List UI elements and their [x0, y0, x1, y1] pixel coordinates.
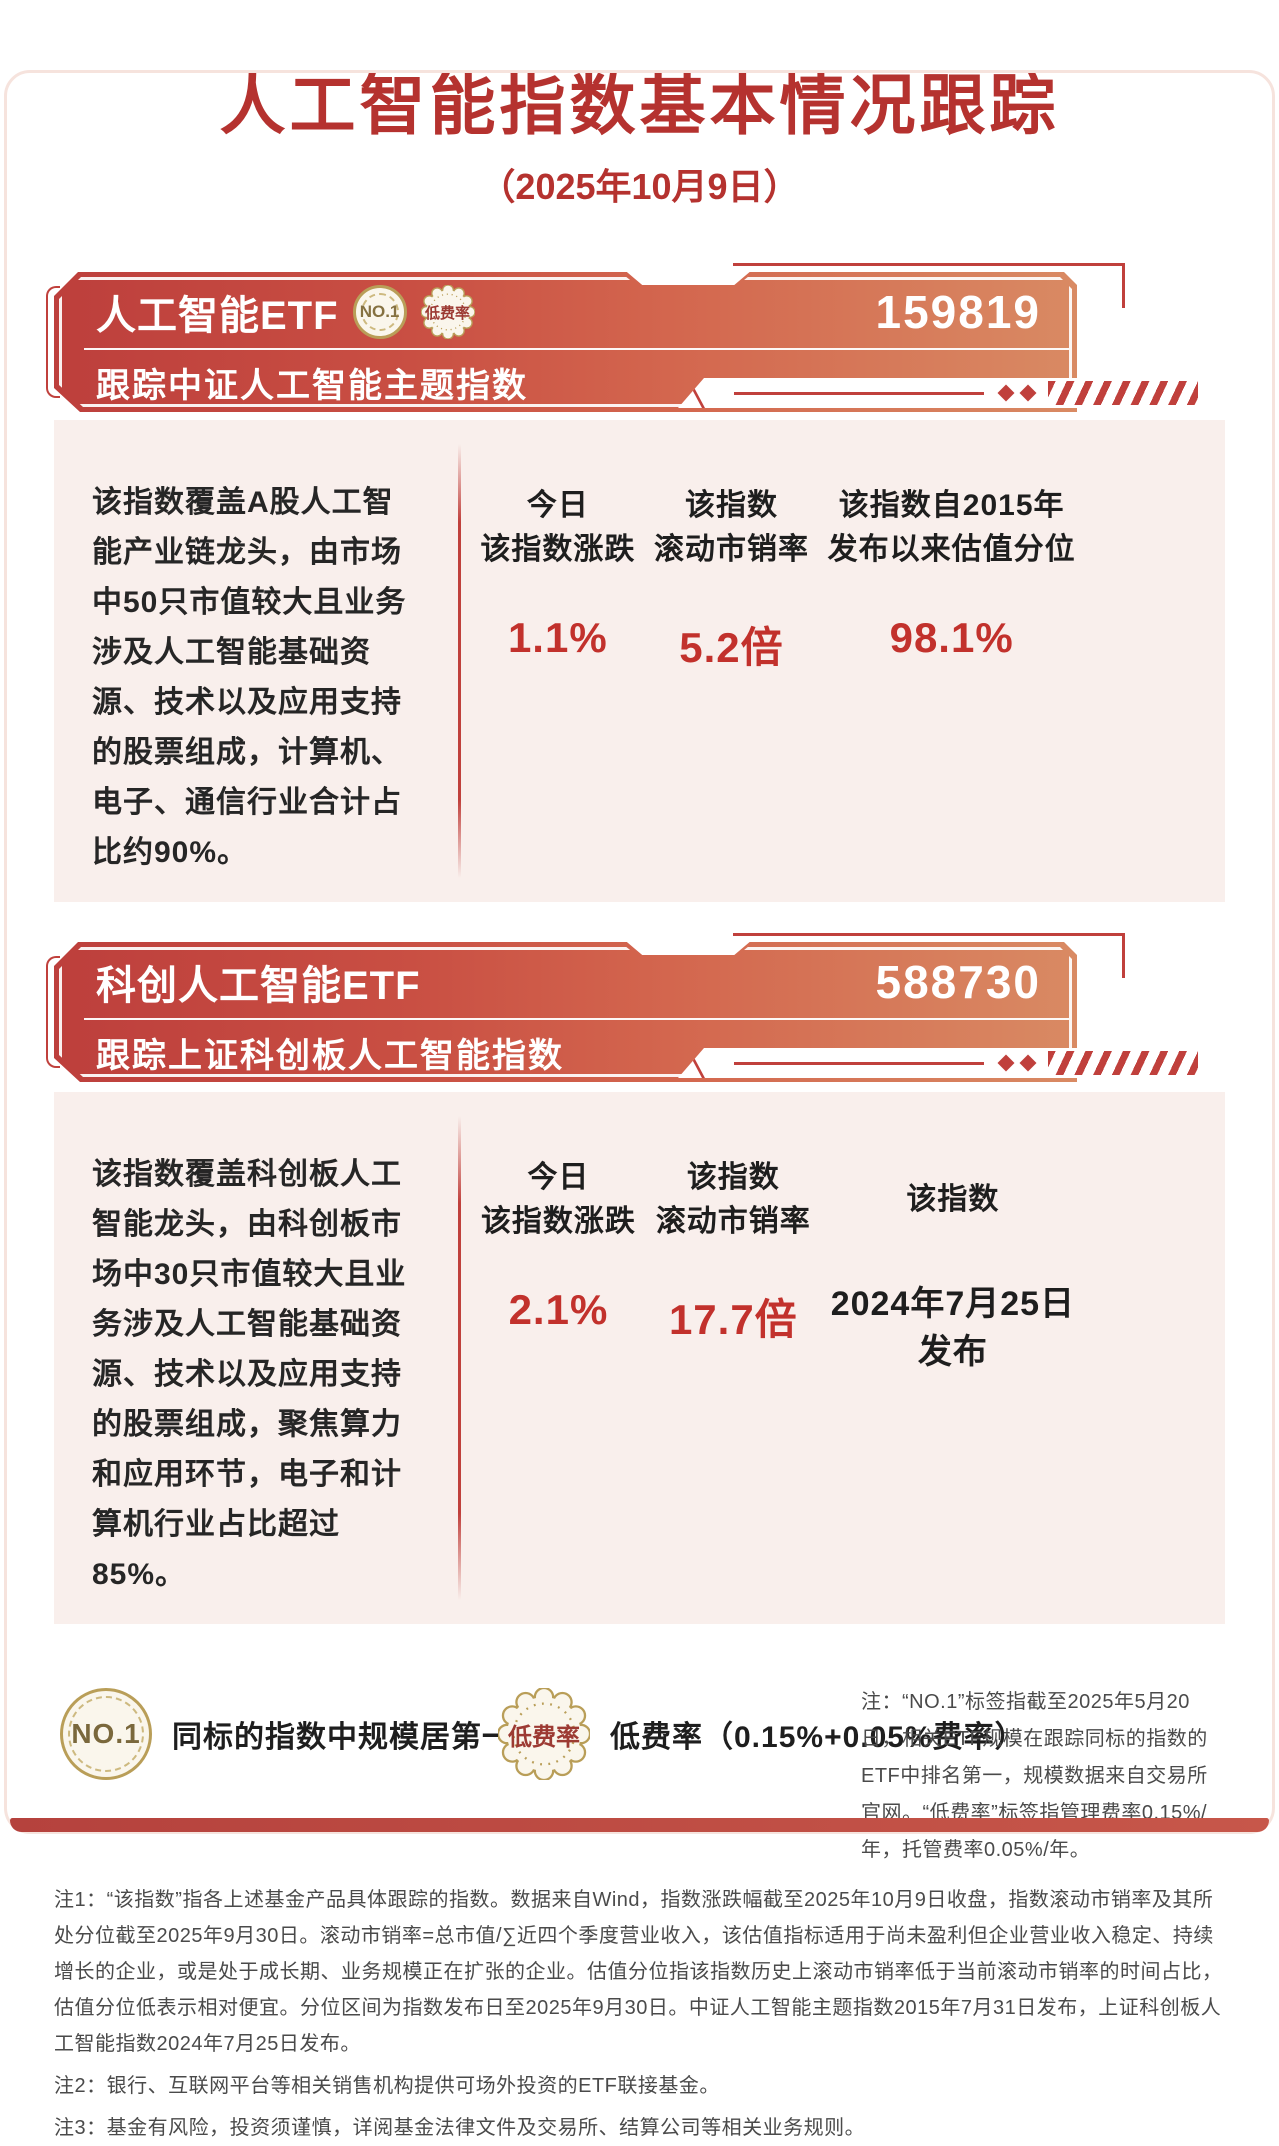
legend-no1-text: 同标的指数中规模居第一	[172, 1721, 513, 1754]
bottom-red-bar	[10, 1818, 1269, 1832]
badge-explanation-note: 注：“NO.1”标签指截至2025年5月20日，相关ETF规模在跟踪同标的指数的…	[861, 1691, 1208, 1861]
tracking-index-label: 跟踪上证科创板人工智能指数	[96, 1037, 564, 1075]
stat-value: 2.1%	[508, 1286, 609, 1333]
etf-name: 科创人工智能ETF	[96, 964, 421, 1008]
etf-159819-info-box: 该指数覆盖A股人工智能产业链龙头，由市场中50只市值较大且业务涉及人工智能基础资…	[54, 420, 1225, 902]
badge-label: NO.1	[71, 1718, 141, 1749]
stat-label-line: 该指数	[684, 489, 778, 522]
deco-horizontal-line	[734, 1061, 984, 1065]
scallop-badge-shape	[421, 285, 475, 339]
stat-label-line: 该指数	[686, 1161, 780, 1194]
etf-banner-159819: 人工智能ETF NO.1 低费率 159819	[46, 263, 1225, 412]
etf-code: 588730	[875, 956, 1041, 1008]
stat-value: 17.7倍	[668, 1296, 798, 1343]
stat-daily-change: 今日 该指数涨跌 1.1%	[480, 484, 635, 878]
stat-label-line: 该指数自2015年	[838, 489, 1065, 522]
slashes-icon	[1048, 381, 1198, 405]
stat-valuation-percentile: 该指数自2015年 发布以来估值分位 98.1%	[828, 484, 1076, 878]
banner-divider	[84, 348, 1069, 350]
stat-label-line: 今日	[526, 489, 589, 522]
etf-code: 159819	[875, 286, 1041, 338]
low-fee-badge-icon: 低费率	[498, 1688, 590, 1780]
stat-label-line: 滚动市销率	[655, 1205, 811, 1238]
no1-badge-icon: NO.1	[353, 285, 407, 339]
badge-ring	[60, 1688, 152, 1780]
vertical-divider	[458, 1116, 461, 1600]
stat-label-line: 今日	[527, 1161, 590, 1194]
stat-ps-ratio: 该指数 滚动市销率 5.2倍	[654, 484, 809, 878]
banner-shape: 人工智能ETF NO.1 低费率 159819	[54, 272, 1077, 412]
stat-label-line: 该指数涨跌	[480, 533, 636, 566]
footnote-1: 注1：“该指数”指各上述基金产品具体跟踪的指数。数据来自Wind，指数涨跌幅截至…	[54, 1889, 1223, 2055]
page-title: 人工智能指数基本情况跟踪	[219, 68, 1060, 142]
index-stats: 今日 该指数涨跌 1.1% 该指数 滚动市销率 5.2倍 该指数自2015年 发…	[461, 444, 1225, 878]
banner-inner-outline	[59, 277, 1072, 407]
badge-label: NO.1	[359, 302, 400, 321]
banner-shape: 科创人工智能ETF 588730 跟踪上证科创板人工智能指数	[54, 942, 1077, 1082]
legend-section: NO.1 同标的指数中规模居第一 低费率 低费率（0.15%+0.05%费率） …	[54, 1684, 1225, 1876]
diamond-icon	[997, 384, 1015, 402]
etf-588730-info-box: 该指数覆盖科创板人工智能龙头，由科创板市场中30只市值较大且业务涉及人工智能基础…	[54, 1092, 1225, 1624]
index-stats: 今日 该指数涨跌 2.1% 该指数 滚动市销率 17.7倍 该指数 2024年7…	[461, 1116, 1225, 1600]
stat-value: 1.1%	[507, 614, 608, 661]
slashes-icon	[1048, 1051, 1198, 1075]
banner-left-bracket	[46, 956, 60, 1068]
diamond-icon	[1019, 1054, 1037, 1072]
diamond-icon	[1019, 384, 1037, 402]
badge-label: 低费率	[425, 304, 471, 322]
stat-value-line: 2024年7月25日	[830, 1285, 1076, 1323]
diamond-icon	[997, 1054, 1015, 1072]
stat-value: 5.2倍	[679, 624, 784, 671]
legend-low-fee-text: 低费率（0.15%+0.05%费率）	[610, 1721, 1026, 1754]
stat-label-line: 滚动市销率	[653, 533, 809, 566]
tracking-index-label: 跟踪中证人工智能主题指数	[96, 367, 528, 405]
stat-launch-date: 该指数 2024年7月25日 发布	[831, 1156, 1075, 1600]
scallop-badge-shape	[498, 1688, 590, 1780]
etf-banner-588730: 科创人工智能ETF 588730 跟踪上证科创板人工智能指数	[46, 933, 1225, 1082]
stat-daily-change: 今日 该指数涨跌 2.1%	[481, 1156, 636, 1600]
banner-outline-accent	[733, 933, 1125, 978]
badge-label: 低费率	[508, 1723, 580, 1751]
index-description: 该指数覆盖A股人工智能产业链龙头，由市场中50只市值较大且业务涉及人工智能基础资…	[92, 486, 407, 869]
stat-label-line: 该指数涨跌	[480, 1205, 636, 1238]
legend-low-fee: 低费率 低费率（0.15%+0.05%费率）	[498, 1688, 1026, 1780]
banner-outline-accent	[733, 263, 1125, 308]
low-fee-badge-icon: 低费率	[421, 285, 475, 339]
banner-inner-outline	[59, 947, 1072, 1077]
index-description: 该指数覆盖科创板人工智能龙头，由科创板市场中30只市值较大且业务涉及人工智能基础…	[92, 1158, 407, 1591]
banner-left-bracket	[46, 286, 60, 398]
no1-badge-icon: NO.1	[60, 1688, 152, 1780]
stat-ps-ratio: 该指数 滚动市销率 17.7倍	[656, 1156, 811, 1600]
banner-divider	[84, 1018, 1069, 1020]
footnote-2: 注2：银行、互联网平台等相关销售机构提供可场外投资的ETF联接基金。	[54, 2075, 720, 2097]
stat-value: 98.1%	[889, 614, 1014, 661]
badge-ring	[353, 285, 407, 339]
footnotes-section: 注1：“该指数”指各上述基金产品具体跟踪的指数。数据来自Wind，指数涨跌幅截至…	[54, 1882, 1225, 2146]
vertical-divider	[458, 444, 461, 878]
stat-label-line: 发布以来估值分位	[827, 533, 1076, 566]
stat-label-line: 该指数	[906, 1183, 1000, 1216]
banner-tech-decoration	[678, 1048, 1220, 1078]
etf-name: 人工智能ETF	[96, 294, 339, 338]
footnote-3: 注3：基金有风险，投资须谨慎，详阅基金法律文件及交易所、结算公司等相关业务规则。	[54, 2117, 866, 2139]
banner-tech-decoration	[678, 378, 1220, 408]
stat-value-line: 发布	[917, 1333, 988, 1371]
legend-no1: NO.1 同标的指数中规模居第一	[60, 1688, 513, 1780]
deco-horizontal-line	[734, 391, 984, 395]
page-date-subtitle: （2025年10月9日）	[479, 166, 800, 207]
